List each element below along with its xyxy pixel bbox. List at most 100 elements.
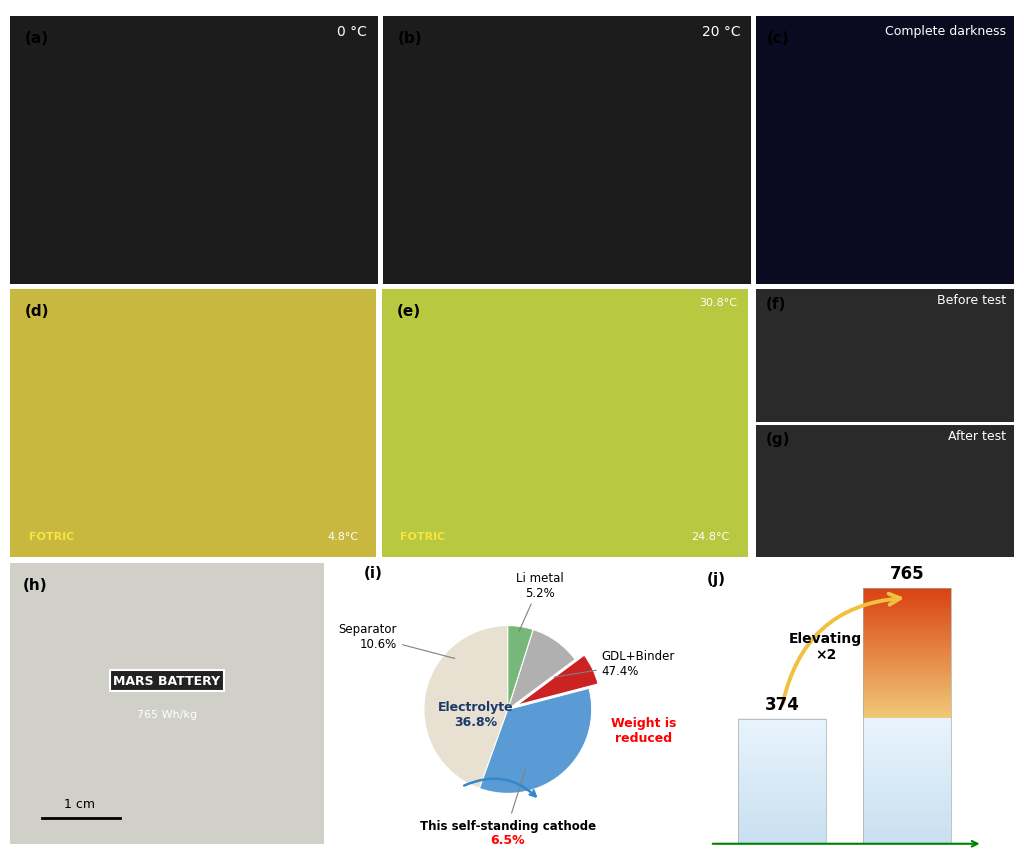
FancyArrowPatch shape [782, 594, 900, 704]
Wedge shape [508, 629, 575, 709]
Bar [863, 588, 951, 844]
Bar [863, 601, 951, 604]
Bar [863, 593, 951, 596]
Bar [738, 802, 825, 804]
Bar [738, 771, 825, 772]
Bar [863, 836, 951, 839]
Text: 24.8°C: 24.8°C [691, 531, 730, 542]
Bar [738, 767, 825, 769]
Bar [863, 757, 951, 759]
Bar [738, 839, 825, 841]
Bar [738, 808, 825, 810]
Bar [863, 739, 951, 741]
Bar [738, 830, 825, 831]
Bar [863, 787, 951, 790]
Bar [863, 623, 951, 627]
Bar [738, 824, 825, 825]
Bar [863, 744, 951, 746]
Bar [738, 792, 825, 794]
Text: (f): (f) [766, 297, 786, 312]
Bar [863, 678, 951, 680]
Bar [738, 731, 825, 733]
Bar [863, 698, 951, 701]
Text: MARS BATTERY: MARS BATTERY [114, 674, 220, 687]
Bar [863, 634, 951, 636]
Bar [863, 808, 951, 810]
Bar [738, 720, 825, 722]
Bar [863, 780, 951, 783]
Bar [863, 805, 951, 808]
Bar [738, 814, 825, 815]
Bar [863, 754, 951, 757]
Bar [738, 797, 825, 799]
Bar [738, 801, 825, 802]
Bar [863, 636, 951, 639]
Bar [863, 802, 951, 805]
Bar [738, 785, 825, 786]
Bar [863, 631, 951, 634]
Text: Elevating
×2: Elevating ×2 [790, 631, 862, 661]
Text: Before test: Before test [937, 294, 1006, 307]
Bar [738, 745, 825, 746]
Text: (g): (g) [766, 431, 791, 447]
Bar [863, 795, 951, 798]
Wedge shape [479, 689, 592, 794]
Bar [863, 710, 951, 714]
Text: (e): (e) [396, 303, 421, 319]
Bar [738, 736, 825, 738]
Bar [863, 657, 951, 660]
Bar [863, 703, 951, 706]
Bar [738, 772, 825, 774]
Bar [738, 750, 825, 752]
Bar [738, 822, 825, 824]
Text: 374: 374 [765, 695, 800, 713]
Bar [738, 744, 825, 745]
Bar [863, 772, 951, 775]
Bar [863, 741, 951, 744]
Bar [738, 841, 825, 843]
Bar [863, 639, 951, 641]
Bar [863, 700, 951, 703]
Bar [863, 713, 951, 715]
Bar [738, 789, 825, 790]
Text: FOTRIC: FOTRIC [400, 531, 445, 542]
Bar [738, 741, 825, 742]
Text: 1 cm: 1 cm [63, 797, 94, 810]
Bar [863, 818, 951, 821]
Bar [863, 613, 951, 616]
Bar [863, 833, 951, 836]
Text: Electrolyte
36.8%: Electrolyte 36.8% [438, 700, 514, 728]
Bar [863, 765, 951, 767]
Bar [738, 747, 825, 749]
Bar [863, 784, 951, 788]
Bar [738, 799, 825, 800]
Bar [863, 652, 951, 654]
Bar [863, 606, 951, 609]
Bar [738, 827, 825, 829]
Bar [738, 816, 825, 818]
Text: 6.5%: 6.5% [490, 833, 525, 846]
Text: GDL+Binder
47.4%: GDL+Binder 47.4% [554, 649, 675, 678]
Bar [863, 696, 951, 698]
Text: Separator
10.6%: Separator 10.6% [339, 622, 455, 659]
Bar [863, 667, 951, 670]
Bar [863, 762, 951, 765]
Bar [738, 791, 825, 792]
Bar [738, 755, 825, 756]
Bar [863, 598, 951, 601]
Text: FOTRIC: FOTRIC [29, 531, 74, 542]
Bar [863, 790, 951, 793]
Text: (c): (c) [767, 31, 790, 46]
Bar [738, 803, 825, 805]
Bar [738, 758, 825, 759]
Bar [738, 739, 825, 740]
Bar [863, 609, 951, 611]
Bar [738, 773, 825, 775]
Bar [863, 759, 951, 762]
Bar [738, 825, 825, 827]
Wedge shape [424, 626, 508, 789]
Bar [863, 813, 951, 815]
Bar [863, 654, 951, 657]
Bar [738, 817, 825, 819]
Bar [738, 800, 825, 802]
